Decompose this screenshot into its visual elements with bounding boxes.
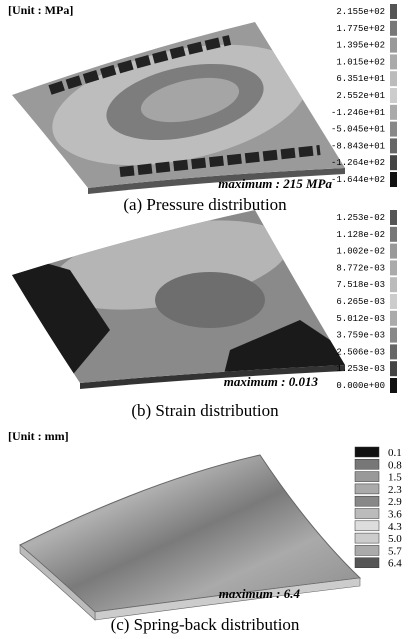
unit-label: [Unit : mm] [8, 429, 69, 443]
legend-label: -8.843e+01 [331, 141, 385, 151]
legend-label: 1.775e+02 [336, 24, 385, 34]
legend-label: 1.002e-02 [336, 247, 385, 257]
legend-swatch [390, 38, 397, 53]
legend-swatch [390, 244, 397, 259]
legend-label: 2.506e-03 [336, 347, 385, 357]
springback-plate [20, 455, 360, 620]
legend-label: 5.0 [388, 533, 402, 545]
legend-label: 6.265e-03 [336, 297, 385, 307]
maximum-label: maximum : 215 MPa [218, 176, 332, 191]
legend-label: 8.772e-03 [336, 263, 385, 273]
legend-label: 3.6 [388, 509, 402, 521]
legend-label: -1.644e+02 [331, 175, 385, 185]
maximum-label: maximum : 0.013 [224, 374, 319, 389]
legend-swatch [355, 521, 379, 531]
figure: [Unit : MPa] maximum : 215 MPa (a) Press… [0, 0, 409, 639]
legend-swatch [355, 558, 379, 568]
legend-swatch [390, 328, 397, 343]
legend-label: 0.1 [388, 447, 402, 459]
legend-label: 2.155e+02 [336, 7, 385, 17]
legend-swatch [390, 172, 397, 187]
legend-swatch [355, 447, 379, 457]
legend-swatch [355, 496, 379, 506]
legend-label: 1.5 [388, 472, 402, 484]
legend-swatch [355, 484, 379, 494]
legend-swatch [355, 459, 379, 469]
legend-swatch [390, 294, 397, 309]
legend-label: 6.351e+01 [336, 74, 385, 84]
caption: (a) Pressure distribution [123, 195, 287, 214]
strain-plate [0, 190, 360, 390]
legend-label: 1.015e+02 [336, 57, 385, 67]
legend-swatch [355, 533, 379, 543]
legend-swatch [390, 71, 397, 86]
legend-label: -5.045e+01 [331, 125, 385, 135]
legend-label: 5.012e-03 [336, 314, 385, 324]
legend-swatch [390, 227, 397, 242]
legend-swatch [390, 4, 397, 19]
legend-label: 2.9 [388, 496, 402, 508]
legend-swatch [390, 277, 397, 292]
legend-label: 3.759e-03 [336, 331, 385, 341]
legend-label: 7.518e-03 [336, 280, 385, 290]
legend-swatch [390, 260, 397, 275]
legend-swatch [390, 105, 397, 120]
legend-label: 5.7 [388, 545, 402, 557]
legend-label: 0.8 [388, 459, 402, 471]
caption: (b) Strain distribution [131, 401, 279, 420]
legend-label: 1.395e+02 [336, 41, 385, 51]
legend-swatch [355, 472, 379, 482]
legend-swatch [390, 311, 397, 326]
legend-swatch [390, 88, 397, 103]
legend-swatch [390, 54, 397, 69]
legend-label: 2.3 [388, 484, 402, 496]
legend-swatch [390, 138, 397, 153]
legend-swatch [355, 545, 379, 555]
caption: (c) Spring-back distribution [111, 615, 300, 634]
legend-swatch [355, 509, 379, 519]
legend-label: -1.264e+02 [331, 158, 385, 168]
legend-label: -1.246e+01 [331, 108, 385, 118]
unit-label: [Unit : MPa] [8, 3, 73, 17]
legend-swatch [390, 210, 397, 225]
legend-label: 2.552e+01 [336, 91, 385, 101]
legend-label: 1.253e-02 [336, 213, 385, 223]
legend-swatch [390, 155, 397, 170]
legend-swatch [390, 378, 397, 393]
legend-label: 1.128e-02 [336, 230, 385, 240]
pressure-plate [0, 0, 360, 200]
legend-swatch [390, 344, 397, 359]
legend-label: 4.3 [388, 521, 402, 533]
legend-swatch [390, 361, 397, 376]
legend-label: 0.000e+00 [336, 381, 385, 391]
legend-swatch [390, 122, 397, 137]
maximum-label: maximum : 6.4 [219, 586, 301, 601]
legend-label: 6.4 [388, 558, 402, 570]
legend-label: 1.253e-03 [336, 364, 385, 374]
legend-swatch [390, 21, 397, 36]
